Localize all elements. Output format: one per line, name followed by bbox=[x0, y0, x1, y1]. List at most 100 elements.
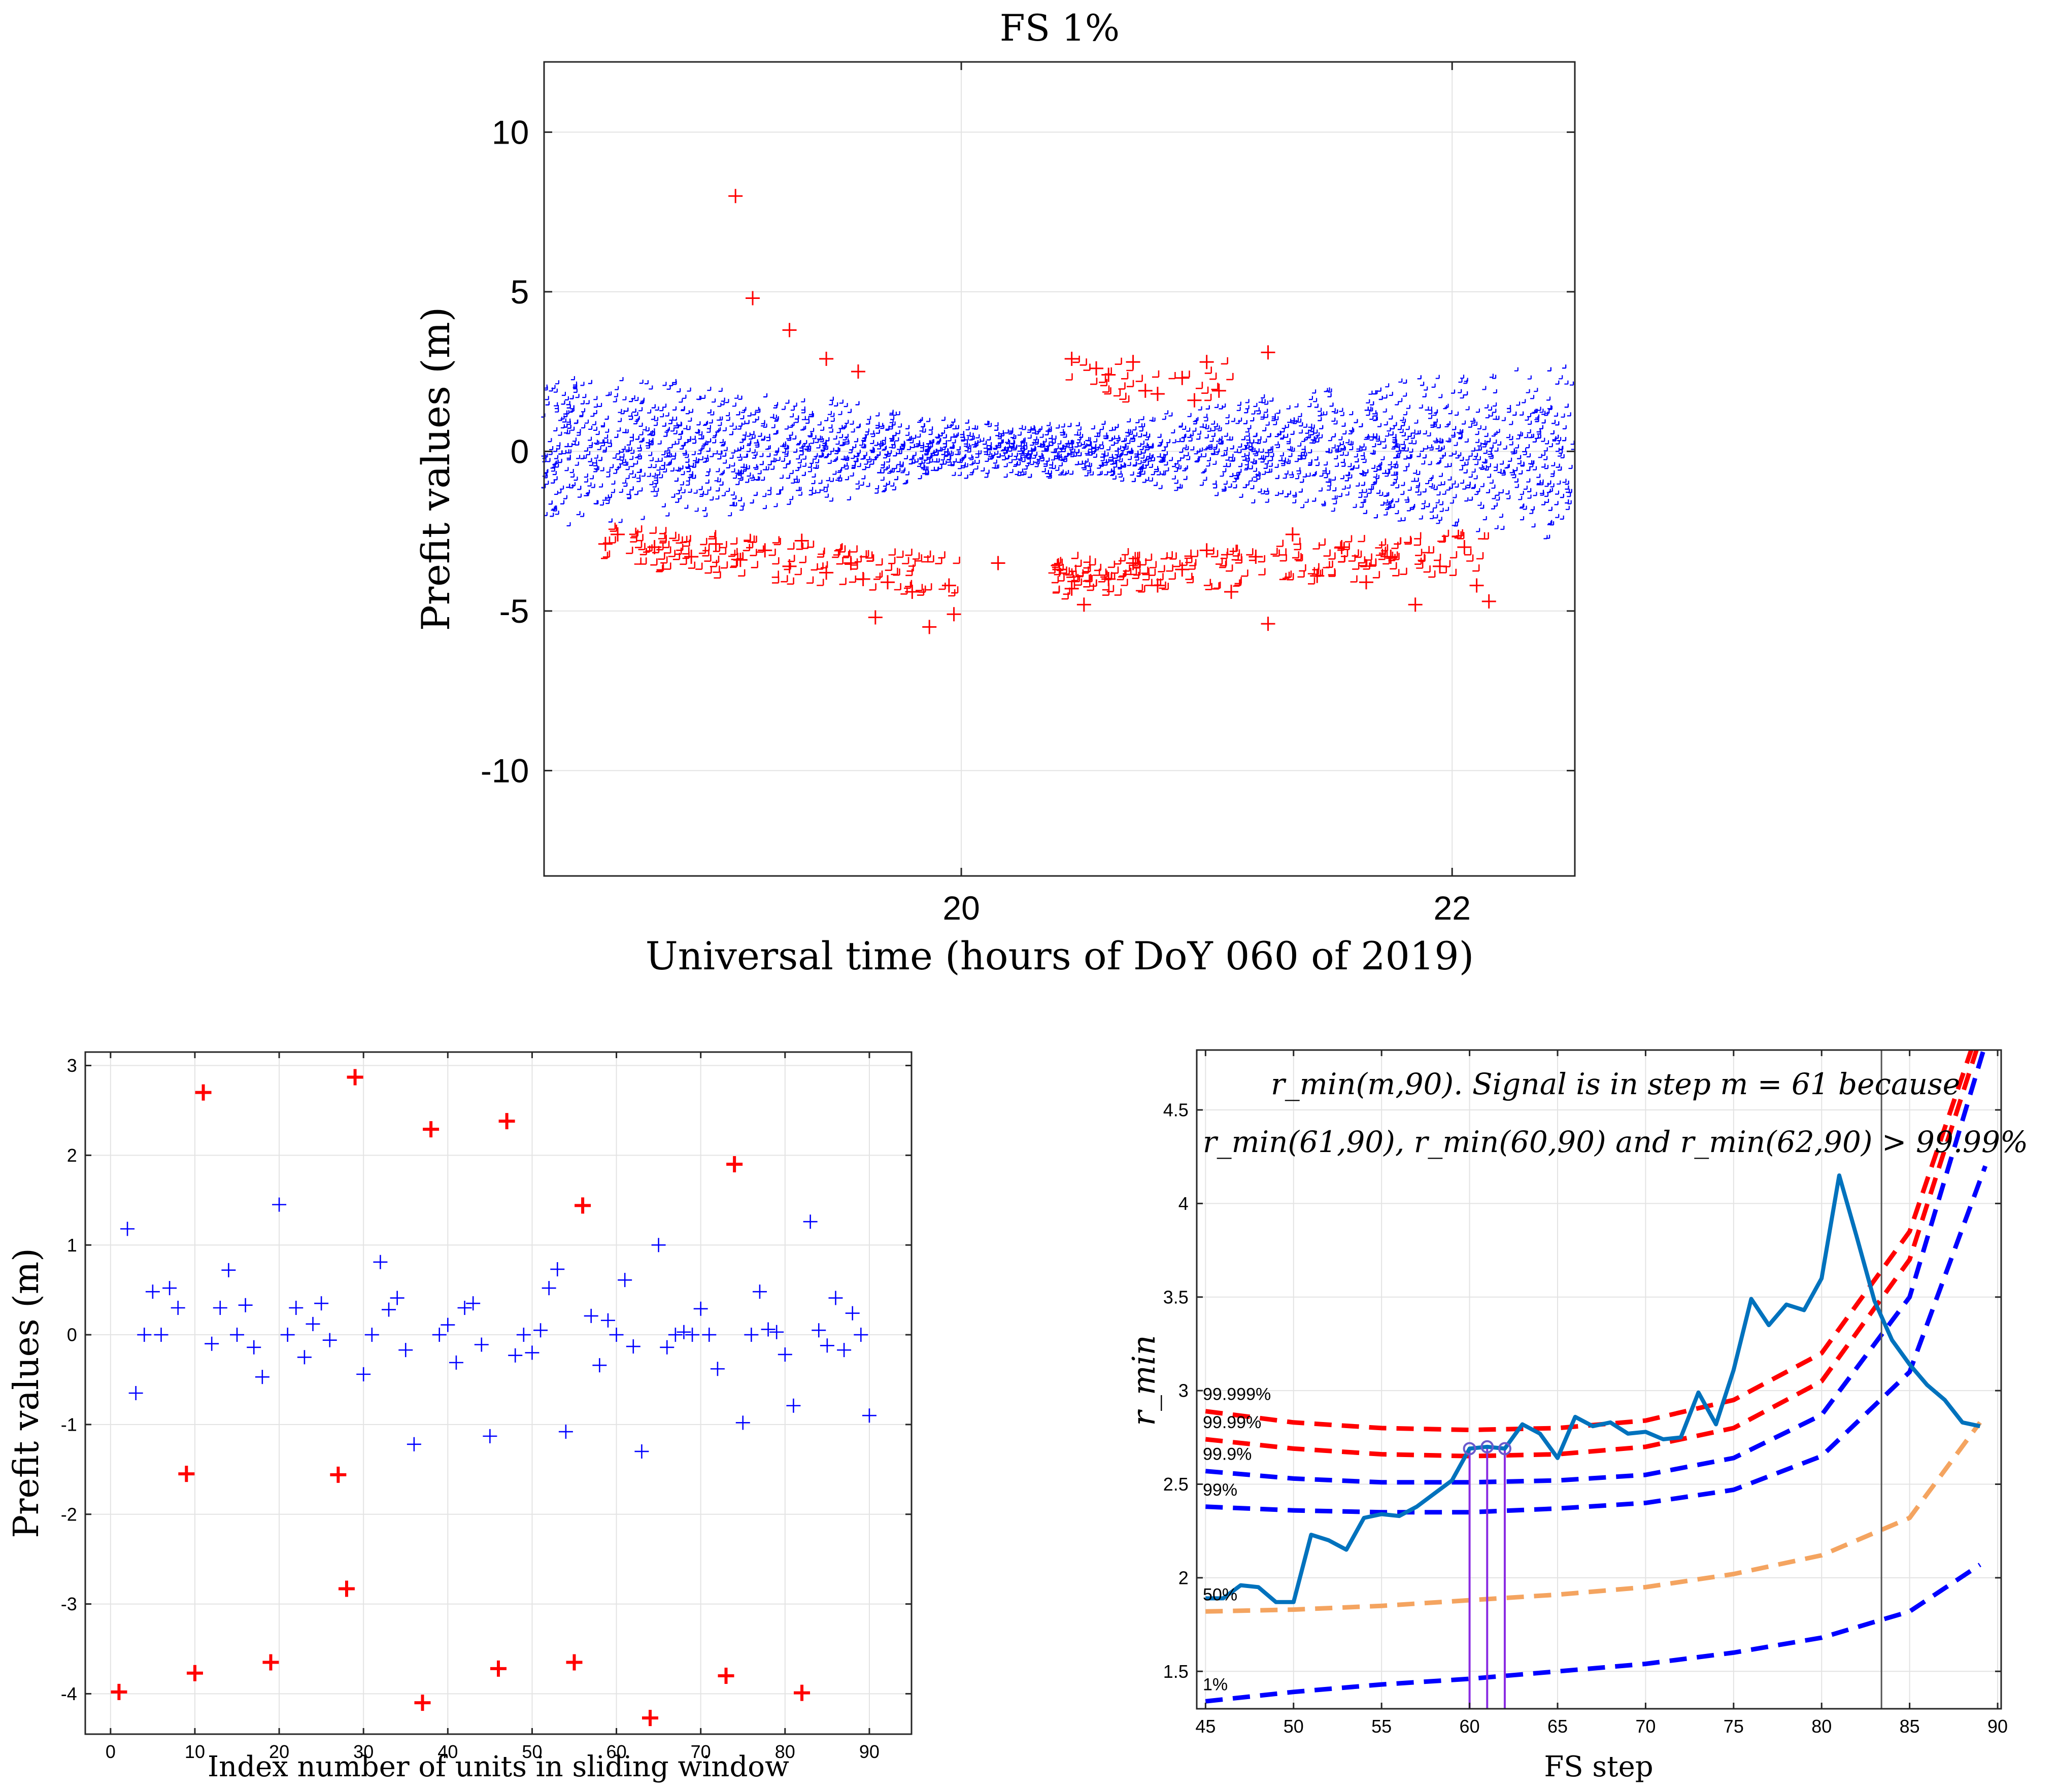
red-index-outlier bbox=[423, 1121, 440, 1138]
red-outlier-point bbox=[713, 545, 721, 552]
blue-prefit-point bbox=[1425, 406, 1429, 411]
red-outlier-point bbox=[1199, 543, 1214, 558]
blue-prefit-point bbox=[585, 400, 590, 404]
blue-prefit-point bbox=[686, 426, 691, 430]
blue-prefit-point bbox=[626, 491, 631, 495]
blue-prefit-point bbox=[1570, 441, 1575, 445]
red-outlier-point bbox=[1156, 573, 1164, 581]
blue-prefit-point bbox=[1379, 492, 1384, 496]
blue-prefit-point bbox=[942, 444, 947, 448]
blue-prefit-point bbox=[1271, 413, 1276, 418]
blue-prefit-point bbox=[1300, 479, 1304, 483]
blue-prefit-point bbox=[762, 466, 767, 470]
blue-prefit-point bbox=[820, 446, 825, 451]
blue-prefit-point bbox=[1164, 410, 1169, 415]
red-outlier-point bbox=[1414, 532, 1422, 539]
blue-prefit-point bbox=[986, 451, 991, 456]
blue-prefit-point bbox=[947, 437, 952, 442]
blue-prefit-point bbox=[1206, 462, 1210, 467]
blue-prefit-point bbox=[1160, 458, 1164, 462]
blue-prefit-point bbox=[1075, 422, 1080, 426]
blue-prefit-point bbox=[1531, 523, 1536, 528]
blue-prefit-point bbox=[985, 458, 989, 462]
red-outlier-point bbox=[1212, 582, 1220, 590]
blue-prefit-point bbox=[1507, 405, 1511, 410]
blue-prefit-point bbox=[1536, 481, 1541, 486]
red-outlier-point bbox=[1068, 582, 1075, 590]
blue-prefit-point bbox=[1275, 444, 1280, 448]
br-x-tick-label: 50 bbox=[1284, 1716, 1304, 1737]
blue-prefit-point bbox=[751, 449, 756, 454]
blue-prefit-point bbox=[1382, 408, 1387, 413]
red-outlier-point bbox=[602, 550, 611, 558]
blue-prefit-point bbox=[862, 466, 866, 470]
blue-prefit-point bbox=[1041, 468, 1046, 472]
blue-prefit-point bbox=[1003, 463, 1008, 467]
blue-prefit-point bbox=[632, 474, 636, 478]
blue-prefit-point bbox=[1245, 457, 1250, 462]
blue-prefit-point bbox=[1462, 485, 1467, 490]
blue-prefit-point bbox=[948, 461, 952, 466]
blue-prefit-point bbox=[1364, 493, 1368, 498]
red-outlier-point bbox=[816, 562, 824, 570]
red-outlier-point bbox=[1052, 586, 1060, 594]
blue-prefit-point bbox=[889, 419, 894, 423]
blue-prefit-point bbox=[894, 476, 898, 481]
blue-prefit-point bbox=[855, 480, 860, 485]
blue-prefit-point bbox=[909, 456, 914, 460]
blue-prefit-point bbox=[594, 439, 598, 444]
blue-prefit-point bbox=[549, 387, 553, 392]
blue-prefit-point bbox=[1526, 478, 1531, 483]
blue-prefit-point bbox=[1052, 449, 1057, 453]
blue-prefit-point bbox=[1466, 484, 1471, 489]
blue-index-point bbox=[364, 1328, 379, 1342]
blue-prefit-point bbox=[845, 465, 849, 470]
blue-prefit-point bbox=[822, 439, 827, 444]
blue-prefit-point bbox=[665, 412, 669, 417]
blue-prefit-point bbox=[1307, 403, 1312, 408]
blue-prefit-point bbox=[1338, 493, 1342, 497]
blue-prefit-point bbox=[1285, 458, 1289, 463]
blue-prefit-point bbox=[1397, 450, 1401, 454]
blue-prefit-point bbox=[615, 386, 619, 390]
blue-prefit-point bbox=[901, 467, 906, 472]
blue-prefit-point bbox=[1557, 480, 1561, 485]
blue-prefit-point bbox=[1421, 500, 1426, 504]
blue-prefit-point bbox=[828, 411, 832, 415]
blue-index-point bbox=[533, 1323, 548, 1338]
blue-prefit-point bbox=[1468, 423, 1472, 428]
blue-prefit-point bbox=[641, 472, 646, 477]
red-outlier-point bbox=[1328, 569, 1336, 577]
red-index-outlier bbox=[642, 1710, 659, 1727]
blue-prefit-point bbox=[967, 445, 971, 449]
red-outlier-point bbox=[1378, 547, 1387, 554]
red-outlier-point bbox=[664, 546, 671, 554]
blue-prefit-point bbox=[1359, 423, 1363, 427]
red-outlier-point bbox=[1071, 552, 1079, 559]
blue-prefit-point bbox=[1527, 453, 1531, 458]
blue-prefit-point bbox=[1114, 454, 1118, 459]
br-y-tick-label: 4 bbox=[1178, 1193, 1189, 1214]
blue-prefit-point bbox=[1292, 499, 1297, 503]
blue-prefit-point bbox=[716, 487, 720, 492]
blue-prefit-point bbox=[1349, 446, 1354, 451]
red-outlier-point bbox=[1481, 594, 1496, 609]
blue-prefit-point bbox=[1265, 421, 1270, 426]
blue-prefit-point bbox=[770, 465, 775, 470]
blue-prefit-point bbox=[1028, 474, 1032, 478]
blue-prefit-point bbox=[750, 431, 755, 435]
blue-prefit-point bbox=[1319, 425, 1324, 429]
blue-prefit-point bbox=[1296, 467, 1301, 471]
blue-prefit-point bbox=[1448, 485, 1453, 489]
blue-prefit-point bbox=[1253, 478, 1258, 482]
blue-prefit-point bbox=[1092, 444, 1097, 448]
blue-prefit-point bbox=[1143, 443, 1148, 447]
blue-prefit-point bbox=[883, 454, 887, 459]
blue-prefit-point bbox=[901, 445, 905, 449]
red-outlier-point bbox=[1233, 579, 1240, 587]
blue-prefit-point bbox=[1305, 429, 1309, 434]
blue-prefit-point bbox=[673, 430, 678, 434]
red-outlier-point bbox=[1375, 549, 1384, 556]
blue-prefit-point bbox=[1312, 497, 1317, 502]
blue-prefit-point bbox=[566, 418, 571, 423]
